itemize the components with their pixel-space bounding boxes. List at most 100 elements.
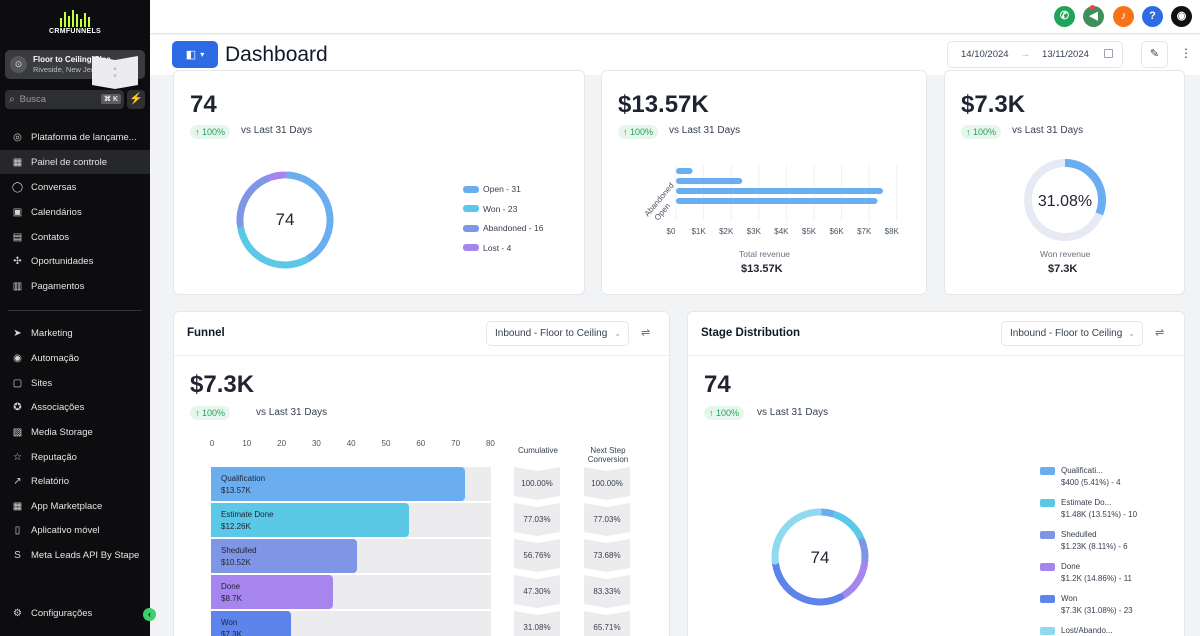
sidebar-item-reputa-o[interactable]: ☆ Reputação xyxy=(0,445,150,469)
sidebar-item-calend-rios[interactable]: ▣ Calendários xyxy=(0,200,150,224)
stage-legend-item[interactable]: Shedulled $1.23K (8.11%) - 6 xyxy=(1040,529,1128,553)
quick-action-bolt-icon[interactable]: ⚡ xyxy=(127,90,145,109)
won-revenue-card: $7.3K ↑ 100% vs Last 31 Days 31.08% Won … xyxy=(944,70,1185,295)
cumulative-cell: 31.08% xyxy=(514,611,560,636)
rocket-icon: ◎ xyxy=(13,131,22,143)
change-badge: ↑ 100% xyxy=(704,406,745,420)
funnel-x-tick: 0 xyxy=(209,439,215,448)
sidebar-item-conversas[interactable]: ◯ Conversas xyxy=(0,175,150,199)
calendar-icon xyxy=(1104,49,1113,58)
sidebar-item-associa-es[interactable]: ✪ Associações xyxy=(0,395,150,419)
legend-swatch xyxy=(1040,499,1055,507)
stage-legend-item[interactable]: Done $1.2K (14.86%) - 11 xyxy=(1040,561,1132,585)
sidebar-item-app-marketplace[interactable]: ▦ App Marketplace xyxy=(0,494,150,518)
collapse-sidebar-icon[interactable]: ‹ xyxy=(143,608,156,621)
sidebar-item-sites[interactable]: ▢ Sites xyxy=(0,371,150,395)
filter-settings-icon[interactable]: ⇌ xyxy=(1155,327,1165,339)
edit-dashboard-button[interactable]: ✎ xyxy=(1141,41,1168,68)
funnel-bar[interactable]: Done $8.7K xyxy=(211,575,333,609)
legend-item[interactable]: Won - 23 xyxy=(463,204,517,214)
sidebar-item-pagamentos[interactable]: ▥ Pagamentos xyxy=(0,274,150,298)
legend-swatch xyxy=(1040,627,1055,635)
sidebar-item-relat-rio[interactable]: ↗ Relatório xyxy=(0,469,150,493)
payments-icon: ▥ xyxy=(12,280,23,292)
total-revenue-value: $13.57K xyxy=(741,263,783,275)
won-revenue-caption: Won revenue xyxy=(1040,249,1091,259)
sidebar-item-label: Oportunidades xyxy=(31,255,94,267)
date-range-picker[interactable]: 14/10/2024 → 13/11/2024 xyxy=(947,41,1123,68)
funnel-bar[interactable]: Qualification $13.57K xyxy=(211,467,466,501)
stage-legend-item[interactable]: Estimate Do... $1.48K (13.51%) - 10 xyxy=(1040,497,1137,521)
sidebar-item-label: Sites xyxy=(31,377,53,389)
donut-slice-4 xyxy=(772,560,845,606)
search-input[interactable]: ⌕ Busca ⌘ K xyxy=(5,90,124,109)
funnel-stage-amount: $13.57K xyxy=(221,486,251,495)
donut-slice-3 xyxy=(839,560,868,599)
stage-legend-detail: $400 (5.41%) - 4 xyxy=(1061,478,1121,487)
date-to: 13/11/2024 xyxy=(1042,49,1089,60)
opportunities-card: 74 ↑ 100% vs Last 31 Days 74 Open - 31 Wo… xyxy=(173,70,585,295)
opportunities-icon: ✣ xyxy=(13,255,22,267)
donut-slice-0 xyxy=(818,508,838,518)
layout-icon: ◧ xyxy=(185,49,197,61)
stage-legend-item[interactable]: Qualificati... $400 (5.41%) - 4 xyxy=(1040,465,1121,489)
phone-icon[interactable]: ✆ xyxy=(1054,6,1075,27)
marketplace-icon: ▦ xyxy=(12,500,23,512)
profile-avatar[interactable]: ◉ xyxy=(1171,6,1192,27)
funnel-pipeline-select[interactable]: Inbound - Floor to Ceiling ⌄ xyxy=(486,321,629,346)
stage-legend-item[interactable]: Won $7.3K (31.08%) - 23 xyxy=(1040,593,1133,617)
bell-icon[interactable]: ♪ xyxy=(1113,6,1134,27)
filter-settings-icon[interactable]: ⇌ xyxy=(641,327,651,339)
sidebar-item-contatos[interactable]: ▤ Contatos xyxy=(0,225,150,249)
help-icon[interactable]: ? xyxy=(1142,6,1163,27)
comparison-label: vs Last 31 Days xyxy=(1012,125,1084,136)
donut-slice-3 xyxy=(267,171,287,181)
change-badge: ↑ 100% xyxy=(618,125,659,139)
chat-icon: ◯ xyxy=(11,181,24,193)
funnel-stage-amount: $10.52K xyxy=(221,558,251,567)
revenue-card: $13.57K ↑ 100% vs Last 31 Days Abandoned… xyxy=(601,70,927,295)
stage-pipeline-select[interactable]: Inbound - Floor to Ceiling ⌄ xyxy=(1001,321,1143,346)
funnel-bar[interactable]: Shedulled $10.52K xyxy=(211,539,358,573)
opportunities-value: 74 xyxy=(190,91,217,118)
funnel-bar[interactable]: Estimate Done $12.26K xyxy=(211,503,410,537)
page-title: Dashboard xyxy=(225,43,328,66)
funnel-bar[interactable]: Won $7.3K xyxy=(211,611,292,636)
next-step-cell: 73.68% xyxy=(584,539,630,572)
crmfunnels-logo[interactable]: CRMFUNNELS xyxy=(40,10,110,35)
sidebar-item-settings[interactable]: ⚙ Configurações xyxy=(0,601,150,625)
sidebar-item-media-storage[interactable]: ▨ Media Storage xyxy=(0,420,150,444)
megaphone-icon[interactable]: ◀ xyxy=(1083,6,1104,27)
legend-item[interactable]: Abandoned - 16 xyxy=(463,223,544,233)
stage-legend-detail: $1.23K (8.11%) - 6 xyxy=(1061,542,1128,551)
comparison-label: vs Last 31 Days xyxy=(241,125,313,136)
marketing-icon: ➤ xyxy=(13,327,22,339)
donut-center-value: 74 xyxy=(811,548,830,567)
sidebar-item-label: Painel de controle xyxy=(31,156,108,168)
sidebar-item-plataforma-de-lan-ame[interactable]: ◎ Plataforma de lançame... xyxy=(0,125,150,149)
legend-item[interactable]: Open - 31 xyxy=(463,184,521,194)
sidebar-item-aplicativo-m-vel[interactable]: ▯ Aplicativo móvel xyxy=(0,518,150,542)
sidebar-item-marketing[interactable]: ➤ Marketing xyxy=(0,321,150,345)
funnel-x-tick: 50 xyxy=(381,439,391,448)
pipeline-select-value: Inbound - Floor to Ceiling xyxy=(1010,328,1123,339)
x-tick-label: $3K xyxy=(746,227,761,236)
funnel-stage-amount: $7.3K xyxy=(221,630,242,636)
legend-swatch xyxy=(463,224,479,232)
sidebar-item-oportunidades[interactable]: ✣ Oportunidades xyxy=(0,249,150,273)
dashboard-icon: ▦ xyxy=(12,156,23,168)
dashboard-switcher-button[interactable]: ◧ ▾ xyxy=(172,41,218,68)
won-revenue-total: $7.3K xyxy=(1048,263,1078,275)
sites-icon: ▢ xyxy=(12,377,23,389)
chevron-updown-icon: ▴ ▾ xyxy=(92,56,138,89)
legend-item[interactable]: Lost - 4 xyxy=(463,243,511,253)
stage-legend-item[interactable]: Lost/Abando... xyxy=(1040,625,1113,636)
sidebar-item-painel-de-controle[interactable]: ▦ Painel de controle xyxy=(0,150,150,174)
sidebar-item-automa-o[interactable]: ◉ Automação xyxy=(0,346,150,370)
sidebar-item-meta-leads-api-by-stape[interactable]: S Meta Leads API By Stape xyxy=(0,543,150,567)
account-switcher[interactable]: ⊙ Floor to Ceiling Clea... Riveside, New… xyxy=(5,50,145,89)
x-tick-label: $4K xyxy=(774,227,789,236)
sidebar-divider xyxy=(8,310,142,311)
more-options-icon[interactable]: ⋮ xyxy=(1180,46,1192,60)
pencil-icon: ✎ xyxy=(1149,48,1160,60)
